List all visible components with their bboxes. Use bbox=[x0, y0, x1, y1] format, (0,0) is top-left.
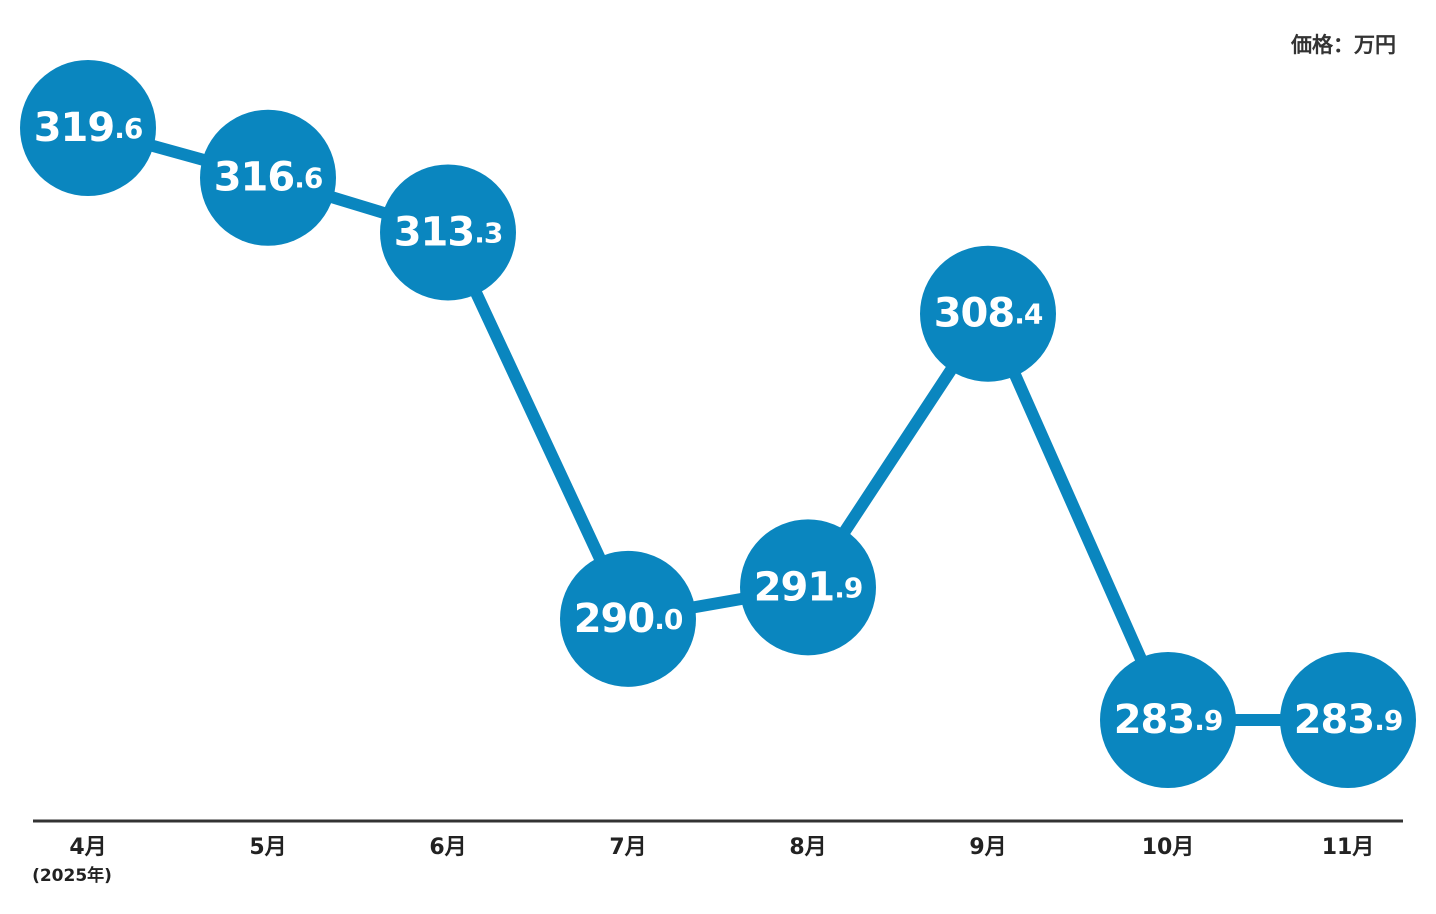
x-tick-label: 10月 bbox=[1142, 835, 1195, 860]
point bbox=[740, 519, 876, 656]
value-label: 319.6 bbox=[34, 105, 143, 151]
point bbox=[560, 550, 696, 687]
value-label: 283.9 bbox=[1114, 697, 1223, 743]
value-label: 290.0 bbox=[574, 596, 683, 642]
point bbox=[1100, 652, 1236, 788]
point bbox=[1280, 652, 1416, 788]
x-tick-label: 9月 bbox=[969, 835, 1006, 860]
value-label: 283.9 bbox=[1294, 697, 1403, 743]
point bbox=[920, 245, 1056, 382]
x-tick-label: 8月 bbox=[789, 835, 826, 860]
x-tick-label: 7月 bbox=[609, 835, 646, 860]
point bbox=[20, 60, 156, 196]
unit-annotation: 価格：万円 bbox=[1290, 33, 1396, 57]
value-label: 313.3 bbox=[394, 209, 503, 255]
point bbox=[200, 109, 336, 246]
x-tick-label: 5月 bbox=[249, 835, 286, 860]
x-tick-label: 4月 bbox=[69, 835, 106, 860]
x-tick-label: 6月 bbox=[429, 835, 466, 860]
point bbox=[380, 164, 516, 301]
x-note: (2025年) bbox=[32, 865, 112, 886]
value-label: 316.6 bbox=[214, 155, 323, 201]
value-label: 308.4 bbox=[934, 291, 1043, 337]
value-label: 291.9 bbox=[754, 564, 863, 610]
x-tick-label: 11月 bbox=[1322, 835, 1375, 860]
